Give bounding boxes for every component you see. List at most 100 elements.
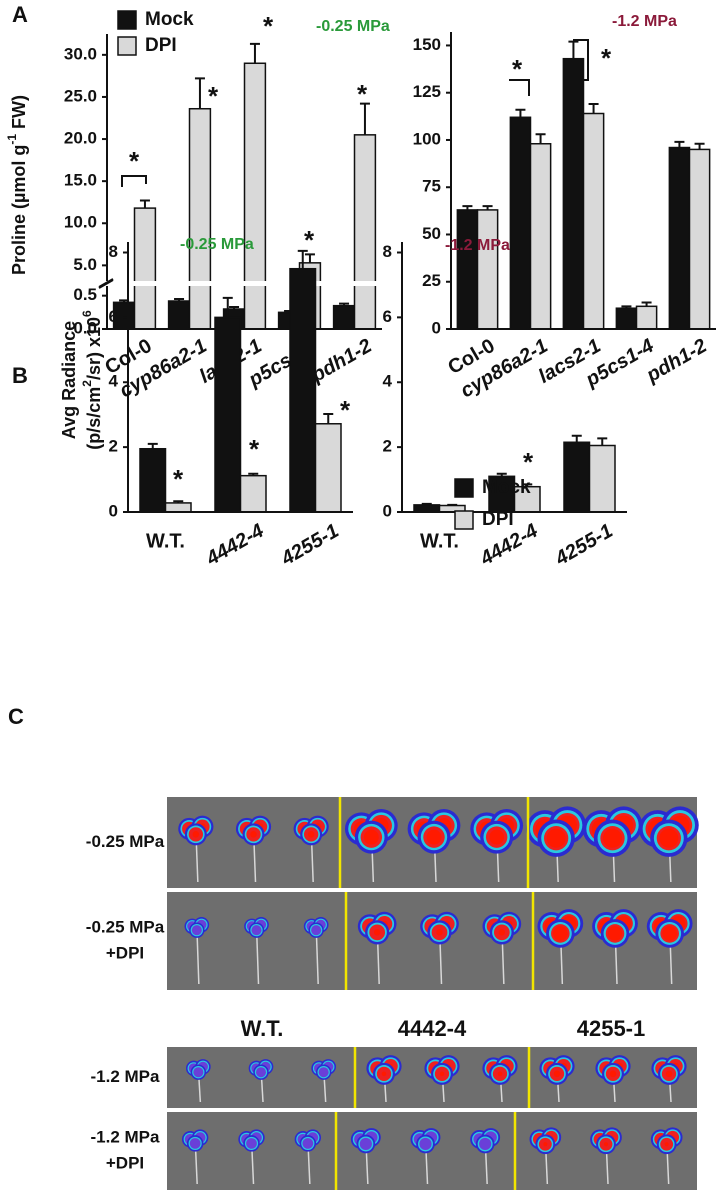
row-label: -0.25 MPa: [86, 917, 165, 936]
signal-red: [498, 929, 506, 936]
signal-red: [553, 926, 568, 941]
chart-title: -1.2 MPa: [445, 237, 510, 254]
significance-bracket: [509, 79, 530, 96]
y-tick-label: 8: [109, 242, 118, 261]
y-tick-label: 10.0: [64, 213, 97, 232]
signal-red: [603, 1142, 609, 1147]
signal-core: [302, 1138, 314, 1149]
bar: [615, 307, 638, 330]
significance-marker: *: [304, 225, 315, 255]
legend-swatch: [454, 478, 474, 498]
signal-red: [250, 831, 257, 838]
significance-marker: *: [512, 54, 523, 84]
bar: [353, 134, 377, 330]
x-tick-label: 4442-4: [202, 520, 268, 571]
error-bar: [249, 42, 260, 64]
significance-marker: *: [601, 43, 612, 73]
bar: [635, 305, 658, 330]
error-bar: [571, 434, 582, 443]
bar: [456, 209, 479, 330]
y-axis-label: Proline (µmol g-1 FW): [5, 95, 29, 275]
signal-red: [497, 1071, 503, 1077]
x-tick-label: W.T.: [420, 530, 459, 552]
error-bar: [139, 199, 150, 209]
x-tick-label: pdh1-2: [642, 335, 711, 387]
y-tick-label: 2: [109, 437, 118, 456]
significance-marker: *: [173, 464, 184, 494]
significance-marker: *: [523, 447, 534, 477]
error-bar: [174, 298, 185, 301]
significance-bracket: [573, 39, 589, 81]
error-bar: [323, 413, 334, 424]
signal-core: [255, 1067, 267, 1078]
y-tick-label: 75: [422, 177, 441, 196]
panel-c: -0.25 MPa -0.25 MPa +DPI -1.2 MPa -1.2 MPa +D…: [86, 797, 699, 1190]
bar: [563, 441, 591, 513]
error-bar: [222, 296, 233, 318]
bar: [167, 300, 191, 330]
signal-red: [426, 829, 442, 845]
error-bar: [229, 306, 240, 309]
error-bar: [248, 472, 259, 476]
signal-red: [607, 926, 623, 941]
y-tick-label: 0.5: [73, 285, 97, 304]
error-bar: [339, 302, 350, 306]
signal-red: [659, 828, 679, 848]
signal-red: [373, 929, 381, 936]
signal-core: [191, 925, 202, 936]
row-label: -1.2 MPa: [91, 1067, 161, 1086]
legend-label: DPI: [482, 509, 514, 530]
signal-core: [193, 1067, 204, 1078]
y-axis-label-part: FW): [9, 95, 29, 134]
bar: [413, 504, 441, 513]
axis-line: [127, 242, 353, 513]
signal-red: [363, 829, 379, 845]
y-axis-label: (p/s/cm2/sr) x106: [80, 310, 104, 450]
chart-title: -0.25 MPa: [316, 18, 390, 35]
y-axis-label-part: (p/s/cm: [84, 387, 104, 450]
signal-red: [664, 1142, 669, 1147]
y-axis-label-part: 6: [80, 310, 94, 317]
signal-core: [311, 925, 322, 936]
error-bar: [147, 442, 158, 449]
y-tick-label: 4: [109, 372, 119, 391]
error-bar: [568, 40, 579, 59]
x-tick-label: W.T.: [146, 530, 185, 552]
legend-label: Mock: [482, 477, 531, 498]
legend-label: Mock: [145, 9, 194, 30]
panel-label: C: [8, 704, 24, 729]
signal-red: [381, 1071, 387, 1077]
y-tick-label: 100: [413, 129, 441, 148]
column-label: 4255-1: [577, 1016, 646, 1041]
bar: [239, 474, 267, 513]
signal-red: [662, 926, 677, 941]
error-bar: [674, 140, 685, 148]
bar: [188, 107, 212, 330]
error-bar: [641, 301, 652, 307]
y-axis-label-part: Avg Radiance: [59, 321, 79, 439]
y-tick-label: 4: [383, 372, 393, 391]
error-bar: [597, 437, 608, 446]
y-tick-label: 5.0: [73, 255, 97, 274]
bar: [164, 502, 192, 513]
signal-red: [489, 829, 505, 845]
signal-red: [439, 1071, 445, 1077]
error-bar: [297, 249, 308, 269]
y-axis-label-part: -1: [5, 134, 19, 145]
bar: [562, 57, 585, 330]
x-tick-label: 4255-1: [551, 520, 617, 571]
panel-label: A: [12, 2, 28, 27]
significance-marker: *: [249, 434, 260, 464]
row-label: -1.2 MPa: [91, 1127, 161, 1146]
chart-title: -1.2 MPa: [612, 13, 677, 30]
y-tick-label: 2: [383, 437, 392, 456]
significance-bracket: [121, 175, 147, 187]
row-label: +DPI: [106, 1153, 144, 1172]
y-tick-label: 125: [413, 82, 441, 101]
error-bar: [447, 503, 458, 506]
bar: [688, 148, 711, 330]
signal-red: [307, 831, 315, 838]
signal-red: [192, 831, 200, 838]
axis-break: [99, 281, 382, 286]
